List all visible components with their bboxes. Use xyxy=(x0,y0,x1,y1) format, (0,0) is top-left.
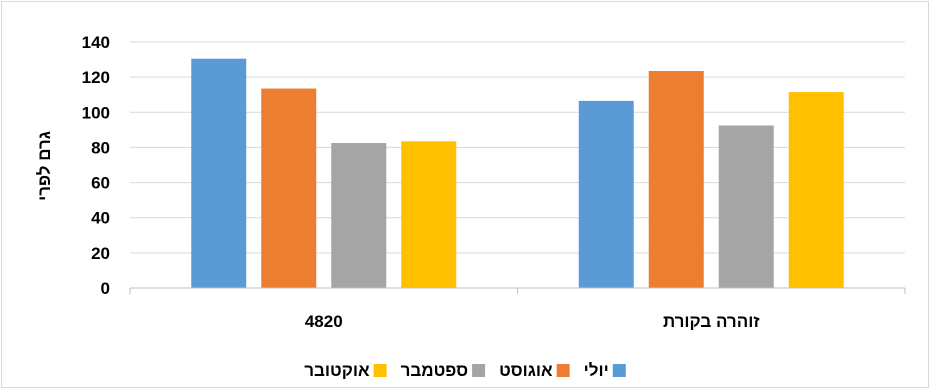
gridlines xyxy=(130,41,905,254)
y-tick-label: 60 xyxy=(91,174,110,193)
bar xyxy=(331,143,387,288)
legend-label: אוגוסט xyxy=(499,361,553,380)
y-axis-ticks: 0 20 40 60 80 100 120 140 xyxy=(82,33,110,298)
legend-label: ספטמבר xyxy=(401,361,469,380)
bar xyxy=(648,70,704,288)
bar xyxy=(718,125,774,288)
legend-label: אוקטובר xyxy=(304,361,370,380)
legend-swatch xyxy=(472,364,486,377)
bar xyxy=(261,88,317,288)
legend-label: יולי xyxy=(584,361,609,380)
x-axis-labels: 4820 זוהרה בקורת xyxy=(305,312,760,331)
y-tick-label: 40 xyxy=(91,209,110,228)
x-tick-label: זוהרה בקורת xyxy=(663,312,760,331)
y-tick-label: 0 xyxy=(101,279,110,298)
y-tick-label: 140 xyxy=(82,33,110,52)
y-tick-label: 100 xyxy=(82,103,110,122)
legend: יולי אוגוסט ספטמבר אוקטובר xyxy=(304,361,626,380)
bar xyxy=(788,92,844,288)
x-tick-label: 4820 xyxy=(305,312,343,331)
y-tick-label: 80 xyxy=(91,138,110,157)
y-tick-label: 20 xyxy=(91,244,110,263)
y-axis-title: גרם לפרי xyxy=(35,131,54,201)
x-axis xyxy=(129,287,906,294)
legend-swatch xyxy=(373,364,387,377)
bar xyxy=(191,58,247,288)
legend-swatch xyxy=(556,364,570,377)
y-tick-label: 120 xyxy=(82,68,110,87)
bars xyxy=(191,58,844,288)
bar xyxy=(578,100,634,288)
bar xyxy=(401,141,457,288)
legend-swatch xyxy=(612,364,626,377)
